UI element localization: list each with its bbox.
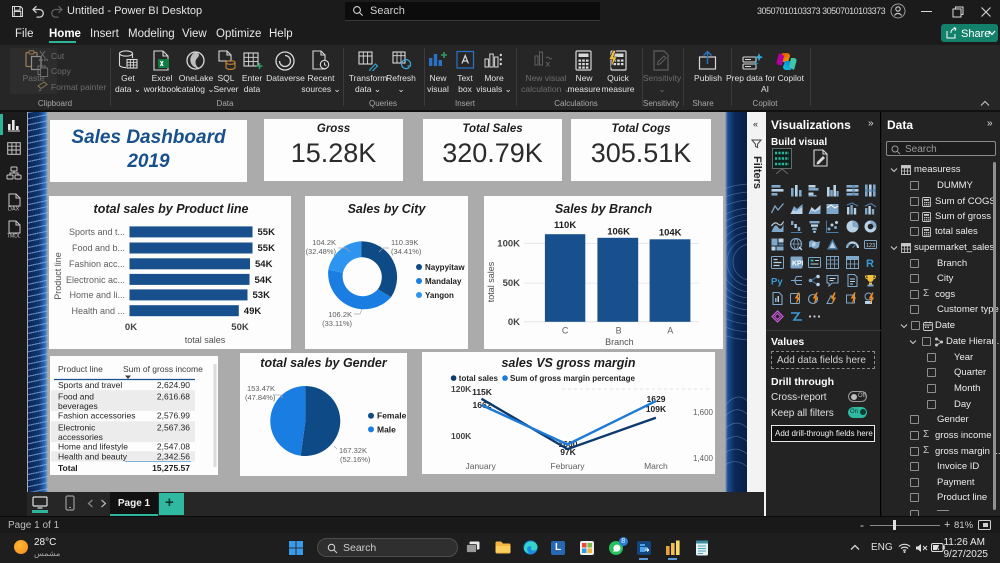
svg-text:106.2K: 106.2K: [328, 310, 352, 319]
svg-text:Total: Total: [58, 463, 78, 473]
svg-text:1,400: 1,400: [693, 454, 714, 463]
svg-text:Branch: Branch: [605, 337, 634, 347]
svg-text:15,275.57: 15,275.57: [152, 463, 190, 473]
svg-text:Sum of gross margin percentage: Sum of gross margin percentage: [510, 374, 635, 383]
svg-text:115K: 115K: [472, 387, 493, 397]
svg-text:(47.84%): (47.84%): [245, 393, 276, 402]
svg-text:2,624.90: 2,624.90: [157, 380, 190, 390]
svg-text:97K: 97K: [560, 447, 576, 457]
svg-text:Food and: Food and: [58, 392, 94, 402]
svg-text:A: A: [667, 326, 673, 336]
svg-text:Sports and travel: Sports and travel: [58, 380, 122, 390]
svg-text:Fashion acc...: Fashion acc...: [69, 259, 125, 269]
svg-text:1629: 1629: [647, 394, 666, 404]
svg-text:2,576.99: 2,576.99: [157, 411, 190, 421]
svg-text:Product line: Product line: [53, 252, 63, 300]
svg-text:100K: 100K: [497, 238, 520, 249]
svg-text:accessories: accessories: [58, 432, 103, 442]
svg-text:167.32K: 167.32K: [339, 446, 367, 455]
svg-text:55K: 55K: [258, 243, 276, 254]
svg-text:Electronic ac...: Electronic ac...: [66, 275, 125, 285]
svg-text:(32.48%): (32.48%): [306, 247, 337, 256]
svg-text:(34.41%): (34.41%): [391, 247, 422, 256]
svg-text:Female: Female: [377, 411, 407, 421]
svg-text:50K: 50K: [503, 278, 521, 289]
svg-text:Naypyitaw: Naypyitaw: [425, 263, 465, 272]
svg-text:153.47K: 153.47K: [247, 384, 275, 393]
svg-text:55K: 55K: [258, 227, 276, 238]
svg-text:2,547.08: 2,547.08: [157, 442, 190, 452]
svg-text:2,342.56: 2,342.56: [157, 452, 190, 462]
svg-text:106K: 106K: [607, 226, 630, 237]
svg-text:123: 123: [866, 243, 875, 249]
svg-text:Home and li...: Home and li...: [69, 290, 125, 300]
svg-text:1,600: 1,600: [693, 408, 714, 417]
svg-text:49K: 49K: [244, 306, 262, 317]
svg-text:Fashion accessories: Fashion accessories: [58, 411, 135, 421]
svg-text:Home and lifestyle: Home and lifestyle: [58, 442, 128, 452]
svg-text:Food and b...: Food and b...: [72, 243, 125, 253]
svg-text:120K: 120K: [451, 384, 472, 394]
svg-text:100K: 100K: [451, 431, 472, 441]
svg-text:Py: Py: [771, 277, 783, 288]
svg-text:104.2K: 104.2K: [312, 238, 336, 247]
svg-text:110.39K: 110.39K: [391, 238, 418, 247]
svg-text:Electronic: Electronic: [58, 423, 96, 433]
svg-text:Yangon: Yangon: [425, 291, 454, 300]
svg-text:R: R: [866, 258, 874, 269]
svg-text:104K: 104K: [659, 228, 682, 239]
svg-text:110K: 110K: [554, 220, 576, 231]
svg-text:Sports and t...: Sports and t...: [69, 227, 125, 237]
svg-text:TMDL: TMDL: [7, 234, 21, 239]
svg-text:January: January: [465, 461, 496, 471]
svg-text:total sales: total sales: [459, 374, 499, 383]
svg-text:Male: Male: [377, 424, 396, 434]
svg-text:(33.11%): (33.11%): [322, 319, 352, 328]
svg-text:2,567.36: 2,567.36: [157, 423, 190, 433]
svg-text:total sales: total sales: [185, 335, 226, 345]
svg-text:0K: 0K: [508, 317, 520, 328]
svg-text:(52.16%): (52.16%): [340, 455, 371, 464]
svg-text:DAX: DAX: [8, 207, 20, 212]
svg-text:total sales: total sales: [486, 261, 496, 302]
svg-text:March: March: [644, 461, 668, 471]
svg-text:109K: 109K: [646, 404, 667, 414]
svg-text:53K: 53K: [253, 290, 271, 301]
svg-text:2,616.68: 2,616.68: [157, 392, 190, 402]
svg-text:Product line: Product line: [58, 364, 103, 374]
svg-text:February: February: [550, 461, 585, 471]
svg-text:Health and beauty: Health and beauty: [58, 452, 128, 462]
svg-text:Mandalay: Mandalay: [425, 277, 462, 286]
svg-text:50K: 50K: [231, 322, 249, 333]
svg-text:0K: 0K: [125, 322, 137, 333]
svg-text:beverages: beverages: [58, 401, 98, 411]
svg-text:B: B: [616, 326, 622, 336]
svg-text:Health and ...: Health and ...: [71, 306, 125, 316]
svg-text:KPI: KPI: [792, 261, 803, 268]
svg-text:C: C: [562, 326, 569, 336]
svg-text:54K: 54K: [255, 275, 273, 286]
svg-text:Sum of gross income: Sum of gross income: [123, 364, 203, 374]
svg-text:54K: 54K: [255, 259, 273, 270]
